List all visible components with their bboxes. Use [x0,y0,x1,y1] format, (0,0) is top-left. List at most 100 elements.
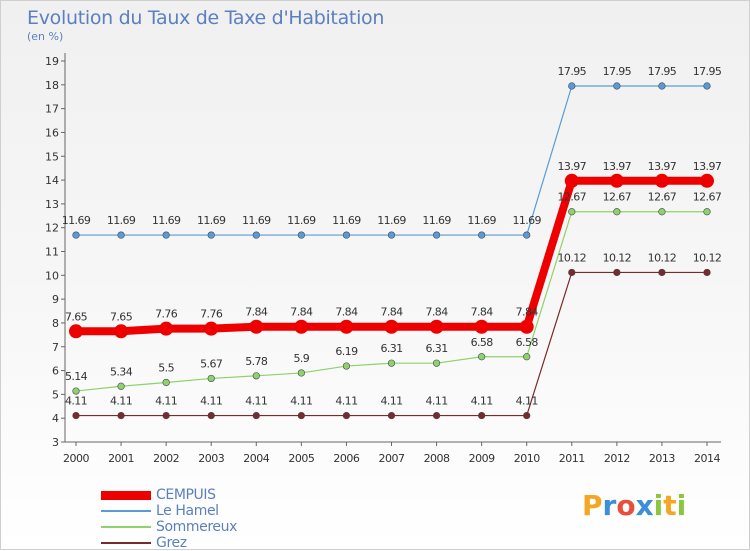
x-tick-label: 2004 [243,452,269,465]
data-point [72,231,80,239]
data-label: 5.78 [245,355,268,368]
data-label: 5.67 [200,357,223,370]
data-label: 11.69 [152,214,181,227]
data-point [252,411,260,420]
data-point [432,411,441,420]
data-point [339,319,354,334]
data-point [249,319,264,334]
y-tick-label: 4 [52,412,59,425]
data-point [609,173,624,188]
data-point [478,231,486,239]
data-label: 7.65 [110,310,133,323]
data-point [478,353,486,361]
data-point [658,208,666,216]
data-label: 13.97 [693,160,722,173]
legend-swatch-sommereux [101,526,151,528]
x-tick-label: 2003 [198,452,224,465]
data-point [703,82,711,90]
data-point [429,319,444,334]
logo-letter: o [616,489,636,522]
y-tick-label: 12 [45,222,59,235]
data-point [72,411,80,420]
data-label: 11.69 [107,214,136,227]
data-label: 4.11 [335,395,357,408]
x-tick-label: 2008 [424,452,450,465]
data-point [294,319,309,334]
data-label: 7.84 [290,306,313,319]
data-point [523,231,531,239]
x-tick-label: 2010 [514,452,540,465]
data-point [700,173,714,188]
data-point [114,324,129,339]
data-point [658,82,666,90]
data-label: 17.95 [648,65,677,78]
data-point [432,231,441,239]
data-point [162,378,170,387]
data-label: 17.95 [693,65,722,78]
data-label: 11.69 [422,214,451,227]
data-point [523,411,531,420]
data-label: 6.58 [516,336,539,349]
data-point [207,411,215,420]
data-point [162,411,170,420]
data-point [207,374,215,383]
legend-swatch-le-hamel [101,510,151,512]
data-label: 5.9 [294,352,310,365]
data-label: 4.11 [471,395,493,408]
data-label: 11.69 [467,214,496,227]
data-label: 7.84 [335,306,358,319]
data-label: 4.11 [245,395,267,408]
data-label: 7.84 [471,306,494,319]
data-point [204,321,219,336]
y-tick-label: 11 [45,246,59,259]
data-point [613,208,621,216]
data-point [297,231,305,239]
logo-letter: P [582,489,603,522]
data-point [568,208,576,216]
y-tick-label: 10 [45,269,59,282]
data-label: 7.65 [65,310,88,323]
data-point [703,268,711,277]
data-point [613,268,621,277]
data-label: 4.11 [426,395,448,408]
data-point [432,359,441,367]
data-point [387,359,396,367]
data-label: 11.69 [62,214,91,227]
data-point [523,353,531,361]
data-point [252,231,260,239]
data-label: 10.12 [558,251,587,264]
data-label: 13.97 [648,160,677,173]
data-point [117,231,125,239]
data-point [384,319,399,334]
legend-swatch-cempuis [101,491,151,500]
data-point [117,382,125,390]
data-point [117,411,125,420]
data-label: 7.84 [516,306,539,319]
data-point [613,82,621,90]
y-tick-label: 13 [45,198,59,211]
data-point [69,324,83,339]
y-tick-label: 8 [52,317,59,330]
data-label: 17.95 [558,65,587,78]
logo-letter: t [663,489,677,522]
data-label: 6.58 [471,336,494,349]
y-tick-label: 7 [52,341,59,354]
data-point [297,411,305,420]
data-label: 4.11 [200,395,222,408]
x-tick-label: 2001 [108,452,134,465]
chart-title: Evolution du Taux de Taxe d'Habitation [27,7,385,29]
data-label: 11.69 [197,214,226,227]
data-label: 12.67 [693,191,722,204]
x-tick-label: 2014 [694,452,720,465]
chart-unit: (en %) [27,30,64,43]
data-label: 7.84 [426,306,449,319]
data-label: 11.69 [242,214,271,227]
data-label: 12.67 [648,191,677,204]
x-tick-label: 2009 [469,452,495,465]
x-tick-label: 2013 [649,452,675,465]
y-tick-label: 9 [52,293,59,306]
data-label: 6.31 [380,342,402,355]
data-point [162,231,170,239]
data-point [564,173,579,188]
